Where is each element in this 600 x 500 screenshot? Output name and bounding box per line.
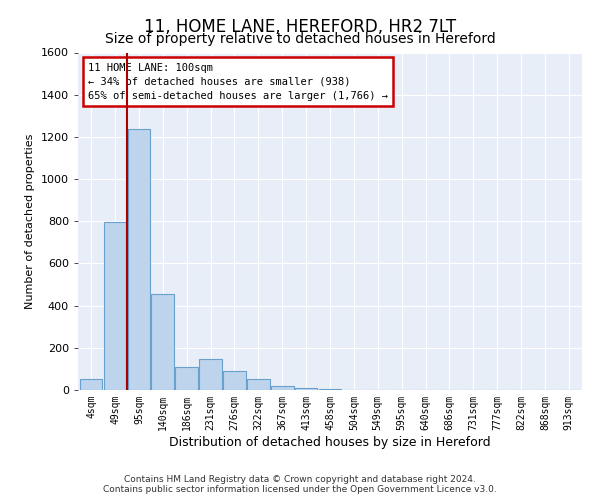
Bar (295, 388, 317, 390)
Y-axis label: Number of detached properties: Number of detached properties (25, 134, 35, 309)
Bar (247, 380, 269, 390)
Bar (151, 294, 174, 390)
X-axis label: Distribution of detached houses by size in Hereford: Distribution of detached houses by size … (169, 436, 491, 448)
Bar (80, 380, 103, 390)
Text: 11, HOME LANE, HEREFORD, HR2 7LT: 11, HOME LANE, HEREFORD, HR2 7LT (144, 18, 456, 36)
Text: 11 HOME LANE: 100sqm
← 34% of detached houses are smaller (938)
65% of semi-deta: 11 HOME LANE: 100sqm ← 34% of detached h… (88, 62, 388, 100)
Bar (175, 367, 198, 390)
Bar (319, 389, 341, 390)
Bar (199, 360, 222, 390)
Bar (128, 130, 150, 390)
Bar (271, 386, 293, 390)
Bar (223, 371, 246, 390)
Bar (104, 222, 127, 390)
Text: Contains HM Land Registry data © Crown copyright and database right 2024.
Contai: Contains HM Land Registry data © Crown c… (103, 474, 497, 494)
Text: Size of property relative to detached houses in Hereford: Size of property relative to detached ho… (104, 32, 496, 46)
